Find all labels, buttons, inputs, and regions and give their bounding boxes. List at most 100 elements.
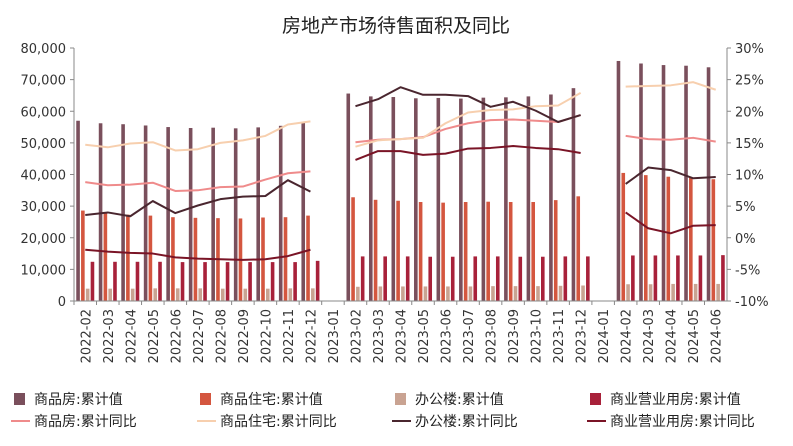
bar-series2-2023-12 xyxy=(576,196,581,301)
bar-series4-2023-03 xyxy=(383,256,387,301)
line-series2-segment-1 xyxy=(85,120,311,152)
y-left-tick-label: 10,000 xyxy=(21,263,67,278)
bar-series4-2023-05 xyxy=(428,256,433,301)
y-left-tick-label: 0 xyxy=(58,295,66,310)
bar-series1-2023-09 xyxy=(504,97,508,301)
bar-series3-2023-09 xyxy=(513,286,518,301)
legend-label: 商品房:累计同比 xyxy=(34,414,137,430)
bar-series1-2024-04 xyxy=(661,65,666,301)
x-tick-label: 2023-04 xyxy=(395,309,410,363)
bar-series1-2022-07 xyxy=(188,128,193,301)
bar-series1-2022-12 xyxy=(301,122,306,301)
line-series4-segment-3 xyxy=(625,211,716,235)
bar-series1-2023-10 xyxy=(526,96,531,301)
bar-series1-2022-04 xyxy=(121,124,125,301)
axes-layer: 0 10,000 20,000 30,000 40,000 50,000 60,000 70,… xyxy=(21,42,769,363)
bar-series1-2023-04 xyxy=(391,97,396,302)
lines-layer xyxy=(85,81,717,261)
bar-series1-2024-05 xyxy=(684,65,688,302)
line-series2-segment-2 xyxy=(355,92,582,148)
bar-series1-2023-11 xyxy=(549,94,553,302)
bar-series4-2023-08 xyxy=(495,256,500,301)
bar-series4-2023-02 xyxy=(360,256,365,301)
y-left-tick-label: 80,000 xyxy=(21,42,67,57)
y-left-tick-label: 30,000 xyxy=(21,200,67,215)
x-tick-label: 2022-08 xyxy=(214,309,229,363)
line-series4-segment-1 xyxy=(85,248,311,261)
bar-series3-2023-04 xyxy=(401,286,405,301)
bar-series2-2023-11 xyxy=(553,200,558,301)
bar-series1-2023-03 xyxy=(368,96,373,301)
line-series3-segment-2 xyxy=(355,86,581,123)
x-tick-label: 2023-08 xyxy=(485,309,500,363)
bar-series3-2023-11 xyxy=(558,285,563,301)
x-tick-label: 2022-06 xyxy=(169,309,184,363)
bar-series2-2022-05 xyxy=(148,215,153,301)
x-tick-label: 2023-01 xyxy=(327,309,342,363)
bar-series3-2022-10 xyxy=(266,288,270,301)
bar-series2-2024-02 xyxy=(621,172,626,301)
y-left-tick-label: 20,000 xyxy=(21,232,67,247)
bar-series1-2023-08 xyxy=(481,97,486,302)
bar-series4-2023-07 xyxy=(473,256,478,301)
bar-series1-2023-06 xyxy=(436,97,441,301)
line-series3-segment-3 xyxy=(625,166,716,185)
x-tick-label: 2022-10 xyxy=(259,309,274,363)
x-tick-label: 2024-02 xyxy=(620,309,635,363)
legend-label: 办公楼:累计值 xyxy=(415,392,504,408)
bar-series3-2024-06 xyxy=(716,283,720,301)
line-series1-segment-2 xyxy=(355,114,581,144)
bar-series4-2022-07 xyxy=(203,262,207,301)
legend-label: 商品住宅:累计值 xyxy=(220,392,323,408)
y-left-tick-label: 70,000 xyxy=(21,74,67,89)
bar-series1-2022-06 xyxy=(166,127,170,301)
bar-series4-2023-12 xyxy=(586,256,590,301)
bar-series1-2022-05 xyxy=(143,125,148,301)
bar-series1-2022-02 xyxy=(76,120,80,302)
x-tick-label: 2023-05 xyxy=(417,309,432,363)
bar-series3-2022-06 xyxy=(175,288,180,301)
bar-series3-2022-12 xyxy=(311,288,315,301)
bar-series3-2023-06 xyxy=(446,286,450,301)
x-tick-label: 2024-01 xyxy=(597,309,612,363)
bar-series3-2022-09 xyxy=(243,288,248,301)
bar-series3-2022-05 xyxy=(153,288,158,301)
bar-series3-2023-10 xyxy=(536,286,540,301)
bar-series4-2024-03 xyxy=(653,255,658,301)
bar-series1-2023-05 xyxy=(414,98,418,301)
bar-series4-2023-11 xyxy=(563,256,568,301)
bar-series4-2023-06 xyxy=(450,256,455,301)
bar-series1-2022-09 xyxy=(233,128,238,301)
x-tick-label: 2023-09 xyxy=(507,309,522,363)
bar-series3-2024-05 xyxy=(693,283,698,301)
bar-series3-2022-07 xyxy=(198,288,203,301)
x-tick-label: 2023-02 xyxy=(349,309,364,363)
y-right-tick-label: 30% xyxy=(735,42,764,57)
x-tick-label: 2022-04 xyxy=(124,309,139,363)
bar-series4-2022-12 xyxy=(315,260,320,301)
y-left-tick-label: 50,000 xyxy=(21,137,67,152)
line-series1-segment-1 xyxy=(85,170,311,192)
bar-series3-2022-11 xyxy=(288,288,293,301)
x-tick-label: 2023-06 xyxy=(440,309,455,363)
bar-series2-2024-06 xyxy=(711,179,716,301)
bar-series3-2023-03 xyxy=(378,286,383,301)
legend-label: 商品房:累计值 xyxy=(34,392,123,408)
bar-series4-2022-10 xyxy=(270,262,275,301)
bar-series2-2022-06 xyxy=(171,217,175,301)
x-tick-label: 2022-11 xyxy=(282,309,297,363)
bar-series2-2024-03 xyxy=(643,175,648,301)
bar-series3-2024-02 xyxy=(626,284,630,301)
y-right-tick-label: 25% xyxy=(735,74,764,89)
bar-series2-2022-12 xyxy=(306,215,310,301)
line-series3-segment-1 xyxy=(85,179,311,218)
bar-series2-2023-08 xyxy=(486,201,490,301)
bar-series2-2023-09 xyxy=(508,202,513,301)
x-tick-label: 2022-05 xyxy=(147,309,162,363)
bar-series4-2023-09 xyxy=(518,256,523,301)
x-tick-label: 2024-04 xyxy=(665,309,680,363)
legend-swatch-bar-1 xyxy=(14,393,25,405)
bar-series2-2023-03 xyxy=(373,199,378,301)
bar-series2-2023-07 xyxy=(463,202,468,301)
